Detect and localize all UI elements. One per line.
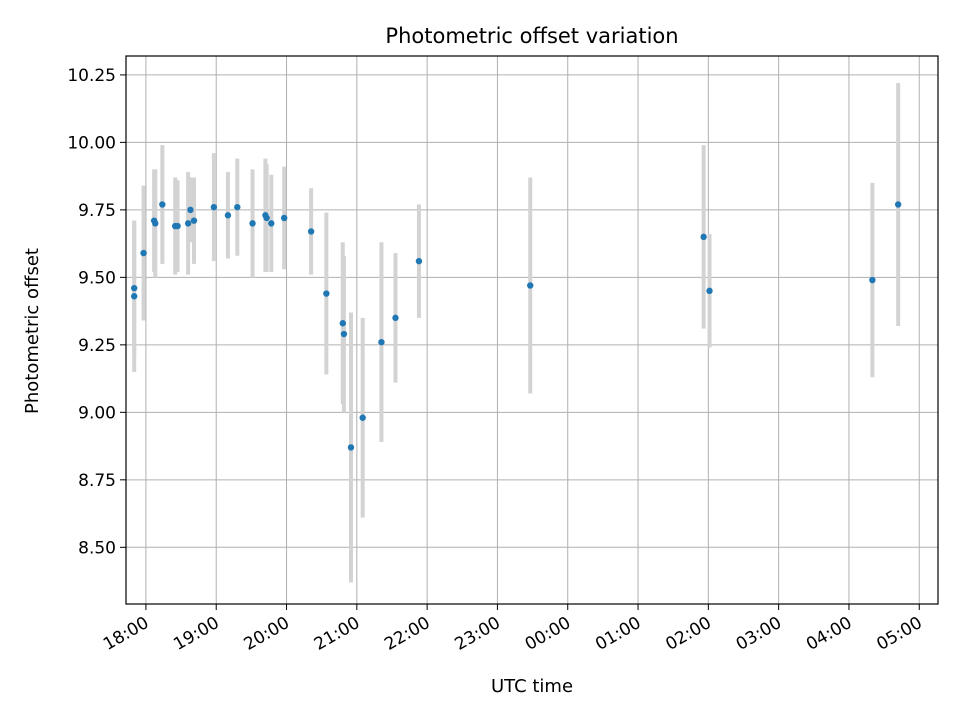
y-tick-label: 10.00: [67, 133, 116, 153]
x-tick-label: 21:00: [311, 613, 363, 655]
x-tick-label: 01:00: [592, 613, 644, 655]
y-axis-label: Photometric offset: [22, 248, 43, 414]
error-bars: [132, 82, 901, 583]
y-tick-label: 8.75: [78, 471, 116, 491]
x-tick-label: 03:00: [733, 613, 785, 655]
x-tick-label: 19:00: [170, 613, 222, 655]
data-point: [159, 201, 166, 208]
x-tick-label: 00:00: [522, 613, 574, 655]
data-point: [340, 330, 348, 338]
data-point: [280, 214, 288, 222]
data-point: [527, 282, 534, 289]
data-point: [392, 314, 399, 322]
data-point: [131, 293, 138, 300]
data-point: [174, 222, 181, 230]
x-tick-label: 04:00: [803, 613, 855, 655]
data-point: [706, 287, 713, 295]
data-point: [140, 249, 147, 257]
data-point: [894, 201, 902, 208]
data-point: [339, 320, 346, 327]
data-point: [184, 220, 192, 227]
data-point: [869, 276, 876, 284]
chart-title: Photometric offset variation: [385, 24, 678, 48]
x-tick-label: 02:00: [662, 613, 714, 655]
y-tick-label: 10.25: [67, 66, 116, 86]
data-point: [224, 212, 232, 219]
data-points: [131, 201, 902, 451]
data-point: [323, 290, 330, 297]
data-point: [307, 228, 315, 235]
data-point: [152, 220, 159, 227]
x-tick-label: 05:00: [873, 613, 925, 655]
data-point: [268, 220, 275, 227]
data-point: [187, 206, 194, 214]
x-tick-label: 18:00: [100, 613, 152, 655]
data-point: [249, 220, 256, 227]
data-point: [263, 214, 270, 222]
data-point: [378, 338, 385, 346]
x-axis-ticks: 18:00 19:00 20:00 21:00 22:00 23:00 00:00 01:00…: [100, 604, 926, 655]
x-tick-label: 20:00: [241, 613, 293, 655]
y-tick-label: 8.50: [78, 538, 116, 558]
y-tick-label: 9.50: [78, 268, 116, 288]
y-tick-label: 9.75: [78, 201, 116, 221]
data-point: [234, 203, 241, 211]
x-tick-label: 23:00: [451, 613, 503, 655]
y-tick-label: 9.25: [78, 336, 116, 356]
y-tick-label: 9.00: [78, 403, 116, 423]
data-point: [415, 257, 423, 265]
data-point: [210, 203, 218, 211]
x-axis-label: UTC time: [491, 676, 573, 697]
data-point: [131, 284, 138, 292]
plot-frame: [125, 55, 939, 605]
y-axis-ticks: 8.50 8.75 9.00 9.25 9.50 9.75 10.00 10.25: [67, 66, 126, 558]
x-tick-label: 22:00: [381, 613, 433, 655]
data-point: [347, 444, 355, 451]
data-point: [190, 217, 198, 224]
data-point: [359, 414, 366, 421]
data-point: [700, 233, 707, 241]
